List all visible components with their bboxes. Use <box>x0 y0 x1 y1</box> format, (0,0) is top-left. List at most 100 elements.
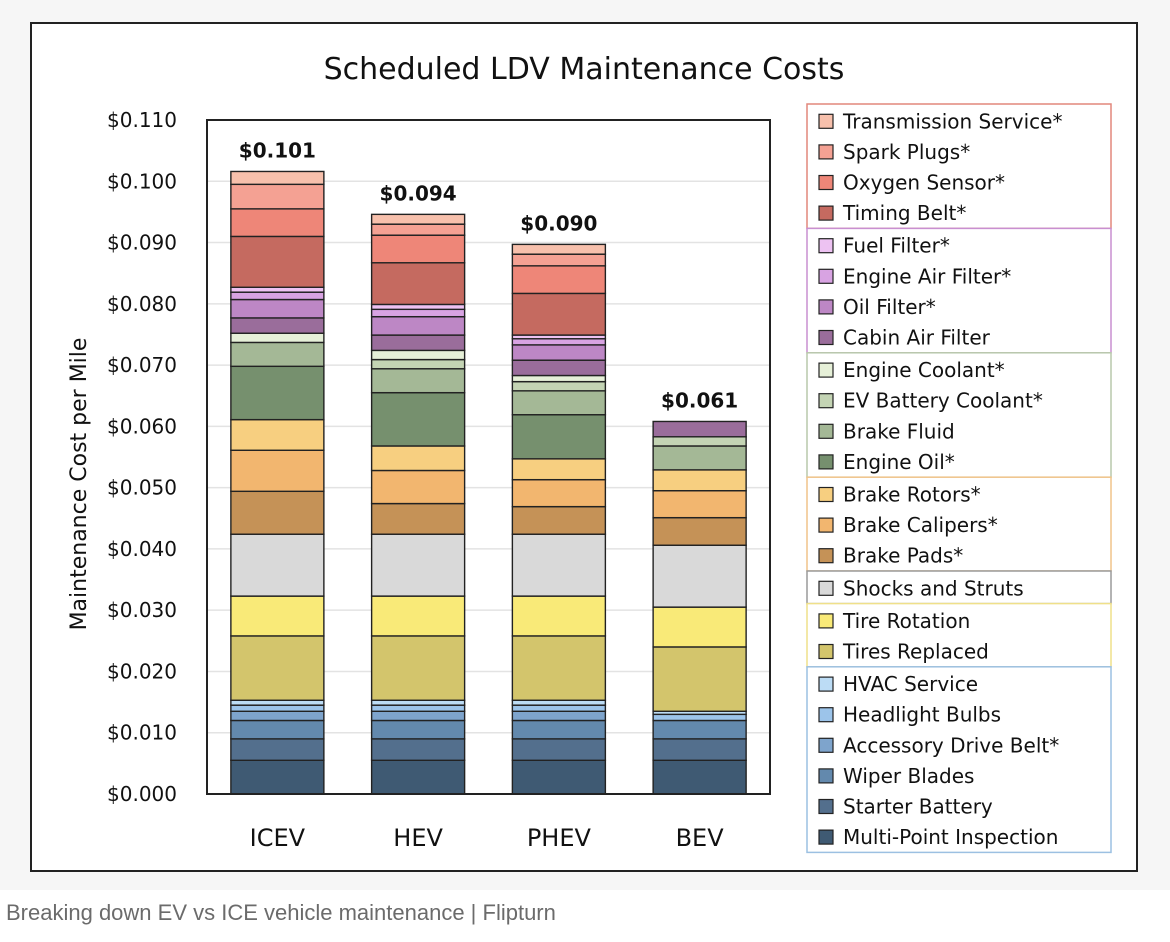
y-tick-label: $0.040 <box>107 537 177 561</box>
bar-segment-icev-brake-pads <box>230 490 325 535</box>
bar-segment-hev-engine-coolant <box>370 349 466 361</box>
y-tick-label: $0.020 <box>107 659 177 683</box>
bar-segment-bev-brake-pads <box>652 516 747 546</box>
legend-label-ev-battery-coolant: EV Battery Coolant* <box>843 389 1043 413</box>
legend-label-engine-coolant: Engine Coolant* <box>843 358 1005 382</box>
legend-label-timing-belt: Timing Belt* <box>842 201 966 225</box>
x-tick-label: BEV <box>676 824 725 852</box>
bar-segment-hev-transmission-service <box>370 213 466 225</box>
bar-segment-bev-brake-fluid <box>652 445 747 471</box>
bar-segment-phev-brake-fluid <box>511 390 607 416</box>
plot-area-border <box>206 119 771 795</box>
bar-segment-icev-shocks-and-struts <box>230 533 325 597</box>
bar-segment-icev-engine-coolant <box>230 332 325 344</box>
bar-segment-icev-wiper-blades <box>230 719 325 740</box>
legend-label-oil-filter: Oil Filter* <box>843 295 936 319</box>
legend-label-spark-plugs: Spark Plugs* <box>843 140 970 164</box>
legend-label-cabin-air-filter: Cabin Air Filter <box>843 326 991 350</box>
bar-segment-phev-brake-rotors <box>511 458 607 481</box>
bar-segment-hev-accessory-drive-belt <box>370 710 466 722</box>
legend-label-tire-rotation: Tire Rotation <box>842 609 970 633</box>
bar-segment-phev-timing-belt <box>511 292 607 336</box>
figure-background: Scheduled LDV Maintenance Costs Maintena… <box>30 22 1138 872</box>
bar-segment-hev-brake-pads <box>370 502 466 535</box>
legend-label-brake-calipers: Brake Calipers* <box>843 513 998 537</box>
legend-label-engine-oil: Engine Oil* <box>843 450 955 474</box>
legend-group-box <box>806 570 1112 605</box>
legend-swatch-accessory-drive-belt <box>818 737 834 753</box>
legend-swatch-brake-fluid <box>818 423 834 439</box>
bar-segment-icev-hvac-service <box>230 699 325 706</box>
bar-segment-hev-brake-fluid <box>370 368 466 394</box>
legend-swatch-cabin-air-filter <box>818 329 834 346</box>
legend-label-accessory-drive-belt: Accessory Drive Belt* <box>843 733 1059 757</box>
bar-segment-hev-tires-replaced <box>370 635 466 701</box>
bar-segment-bev-starter-battery <box>652 738 747 762</box>
bar-segment-phev-shocks-and-struts <box>511 533 607 597</box>
y-tick-label: $0.080 <box>107 292 177 316</box>
plot-border <box>206 119 771 795</box>
total-labels: $0.101 $0.094 $0.090 $0.061 <box>239 138 738 412</box>
legend-swatch-timing-belt <box>818 205 834 221</box>
chart-frame: Scheduled LDV Maintenance Costs Maintena… <box>30 22 1138 872</box>
stacked-bar-chart: Scheduled LDV Maintenance Costs Maintena… <box>67 52 1112 854</box>
chart-title: Scheduled LDV Maintenance Costs <box>324 52 845 87</box>
bar-segment-icev-timing-belt <box>230 235 325 288</box>
legend-swatch-headlight-bulbs <box>818 707 834 723</box>
bar-segment-bev-cabin-air-filter <box>652 420 747 438</box>
legend-group-box <box>806 352 1112 478</box>
legend-label-oxygen-sensor: Oxygen Sensor* <box>843 171 1005 195</box>
legend-swatch-transmission-service <box>818 113 834 129</box>
bar-segment-icev-engine-air-filter <box>230 291 325 301</box>
bar-segment-hev-fuel-filter <box>370 303 466 311</box>
bar-segment-phev-engine-coolant <box>511 374 607 383</box>
legend-swatch-engine-air-filter <box>818 268 834 284</box>
legend-label-brake-rotors: Brake Rotors* <box>843 483 981 507</box>
bar-segment-hev-headlight-bulbs <box>370 704 466 712</box>
legend-label-brake-fluid: Brake Fluid <box>843 419 955 443</box>
bar-segment-bev-brake-rotors <box>652 469 747 492</box>
x-tick-label: HEV <box>393 824 443 852</box>
legend-swatch-ev-battery-coolant <box>818 393 834 409</box>
bar-segment-hev-spark-plugs <box>370 223 466 236</box>
legend-label-starter-battery: Starter Battery <box>843 795 993 819</box>
bar-segment-bev-wiper-blades <box>652 719 747 740</box>
bar-segment-phev-spark-plugs <box>511 253 607 267</box>
legend-swatch-oil-filter <box>818 299 834 315</box>
legend-label-brake-pads: Brake Pads* <box>843 544 963 568</box>
bar-segment-icev-tire-rotation <box>230 595 325 637</box>
bar-segment-icev-tires-replaced <box>230 635 325 701</box>
total-label: $0.090 <box>520 211 597 235</box>
bar-segment-icev-fuel-filter <box>230 286 325 293</box>
x-tick-label: PHEV <box>527 824 592 852</box>
bar-segment-icev-brake-fluid <box>230 341 325 368</box>
bar-segment-bev-multi-point-inspection <box>652 759 747 795</box>
legend-group-box <box>806 666 1112 854</box>
legend-label-fuel-filter: Fuel Filter* <box>843 234 950 258</box>
bar-segment-bev-headlight-bulbs <box>652 713 747 722</box>
bar-segment-hev-wiper-blades <box>370 719 466 740</box>
legend-swatch-oxygen-sensor <box>818 174 834 191</box>
bar-segment-bev-tires-replaced <box>652 646 747 712</box>
bar-segment-icev-spark-plugs <box>230 183 325 210</box>
y-tick-label: $0.090 <box>107 231 177 255</box>
bar-segment-phev-headlight-bulbs <box>511 704 607 712</box>
bar-segment-phev-wiper-blades <box>511 719 607 740</box>
bar-segment-icev-brake-calipers <box>230 449 325 493</box>
legend-swatch-starter-battery <box>818 798 834 815</box>
total-label: $0.094 <box>380 181 457 205</box>
bar-segment-phev-starter-battery <box>511 738 607 762</box>
bar-segment-phev-engine-air-filter <box>511 338 607 346</box>
bar-segment-bev-ev-battery-coolant <box>652 436 747 447</box>
legend-label-hvac-service: HVAC Service <box>843 672 978 696</box>
bar-segment-icev-engine-oil <box>230 365 325 421</box>
x-axis-ticks: ICEV HEV PHEV BEV <box>250 824 725 852</box>
y-tick-label: $0.100 <box>107 169 177 193</box>
legend-label-tires-replaced: Tires Replaced <box>842 640 989 664</box>
y-tick-label: $0.030 <box>107 598 177 622</box>
x-tick-label: ICEV <box>250 824 306 852</box>
bar-segment-phev-ev-battery-coolant <box>511 380 607 392</box>
legend-label-shocks-and-struts: Shocks and Struts <box>843 576 1024 600</box>
bar-segment-phev-tires-replaced <box>511 635 607 701</box>
legend-swatch-hvac-service <box>818 676 834 692</box>
